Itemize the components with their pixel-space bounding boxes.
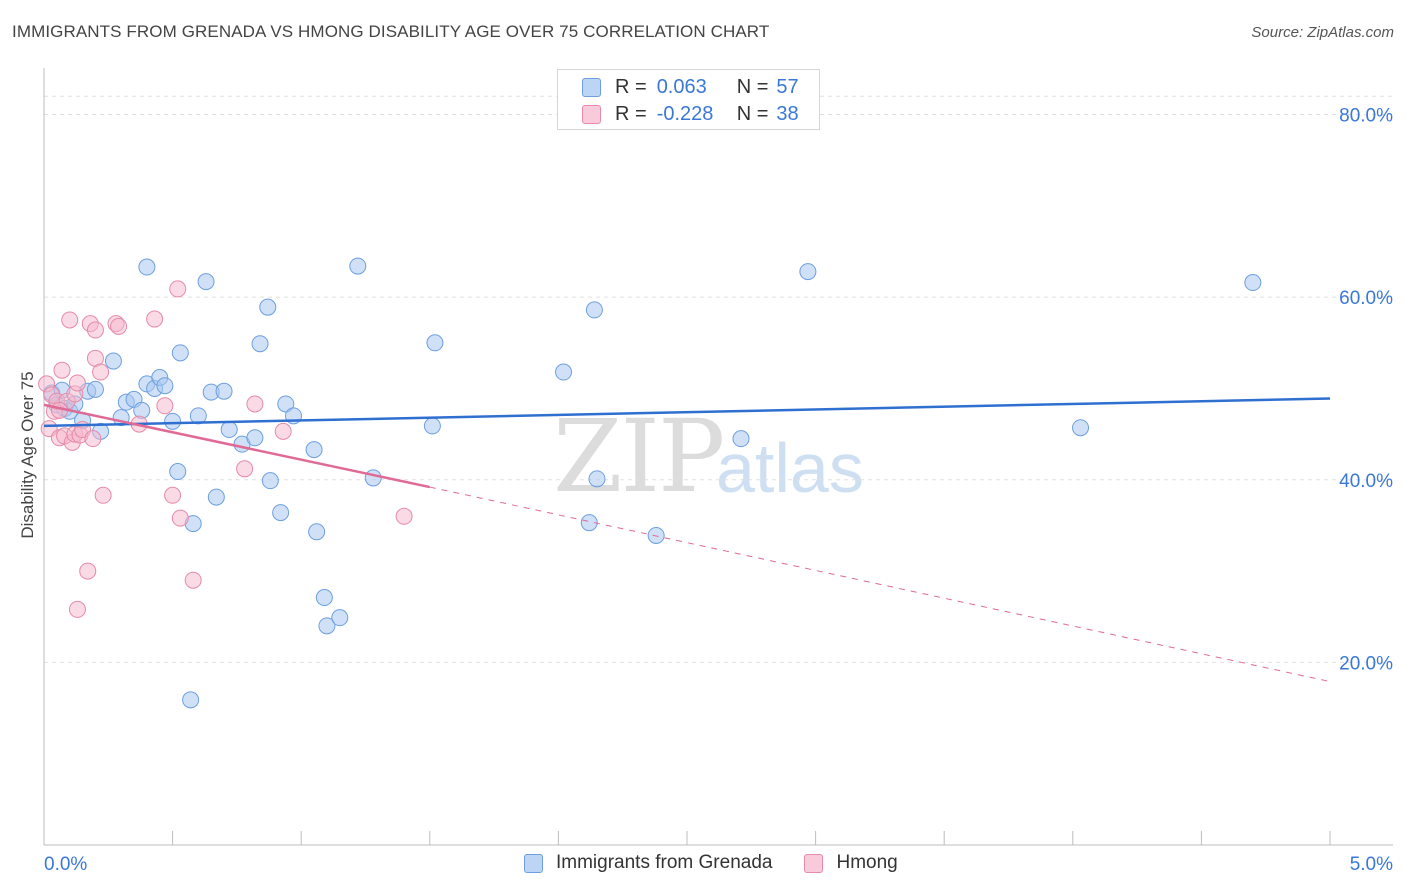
legend-row-hmong: R = -0.228 N = 38 [582,102,799,126]
legend-r-value: 0.063 [656,75,707,98]
grenada-point [555,363,573,381]
grenada-point [182,691,200,709]
grenada-point [246,429,264,447]
grenada-trend-line [43,397,1331,428]
grenada-point [799,263,817,281]
grenada-point [308,523,326,541]
legend-n-label: N = [736,102,769,125]
grenada-point [277,395,295,413]
hmong-point [53,361,71,379]
grenada-point [580,514,598,532]
hmong-point [395,507,413,525]
grenada-point [86,380,104,398]
hmong-point [246,395,264,413]
grenada-point [272,504,290,522]
legend-r-label: R = [615,102,647,125]
hmong-point [86,321,104,339]
grenada-point [156,377,174,395]
grenada-point [305,441,323,459]
grenada-point [331,609,349,627]
series-label-hmong: Hmong [836,852,898,873]
x-tick-label: 5.0% [1350,854,1393,875]
grenada-point [315,589,333,607]
legend-n-value: 57 [776,75,799,98]
hmong-point [164,486,182,504]
series-legend-grenada[interactable]: Immigrants from Grenada [524,852,772,874]
source-label: Source: [1251,24,1308,41]
x-tick-label: 0.0% [44,854,87,875]
hmong-point [274,422,292,440]
hmong-point [68,600,86,618]
grenada-point [1244,274,1262,292]
hmong-point [68,374,86,392]
legend-row-grenada: R = 0.063 N = 57 [582,75,799,99]
grenada-point [261,472,279,490]
grenada-point [588,470,606,488]
grenada-point [215,382,233,400]
grenada-point [585,301,603,319]
series-swatch-hmong [804,853,824,873]
hmong-point [61,311,79,329]
legend-n-label: N = [736,75,769,98]
series-legend: Immigrants from Grenada Hmong [524,852,898,874]
grenada-point [207,488,225,506]
hmong-point [236,460,254,478]
watermark-zip: ZIP [553,398,725,515]
y-tick-label: 20.0% [1339,653,1393,674]
grenada-point [104,352,122,370]
chart-title: IMMIGRANTS FROM GRENADA VS HMONG DISABIL… [12,22,770,41]
hmong-point [156,397,174,415]
grenada-point [220,421,238,439]
hmong-point [94,486,112,504]
grenada-point [171,344,189,362]
grenada-point [138,258,156,276]
hmong-point [79,562,97,580]
y-tick-label: 40.0% [1339,471,1393,492]
grenada-point [426,334,444,352]
source-site[interactable]: ZipAtlas.com [1307,24,1394,41]
grenada-point [197,273,215,291]
legend-swatch-hmong [582,104,601,124]
chart-source: Source: ZipAtlas.com [1251,24,1394,41]
hmong-trend-line [43,403,431,489]
grenada-point [364,469,382,487]
legend-n-value: 38 [776,102,799,125]
series-swatch-grenada [524,853,543,873]
hmong-point [171,509,189,527]
grenada-point [251,335,269,353]
legend-swatch-grenada [582,77,601,97]
hmong-point [110,317,128,335]
hmong-point [169,280,187,298]
series-label-grenada: Immigrants from Grenada [556,852,773,873]
y-tick-label: 80.0% [1339,106,1393,127]
hmong-point [184,571,202,589]
grenada-point [732,430,750,448]
hmong-point [92,363,110,381]
grenada-point [259,298,277,316]
y-axis-title: Disability Age Over 75 [18,371,37,538]
series-legend-hmong[interactable]: Hmong [804,852,898,874]
grenada-point [1072,419,1090,437]
grenada-point [423,417,441,435]
hmong-trend-extension [429,486,1331,683]
hmong-point [146,310,164,328]
grenada-point [318,617,336,635]
hmong-point [84,430,102,448]
correlation-legend: R = 0.063 N = 57 R = -0.228 N = 38 [557,69,820,130]
grenada-point [164,412,182,430]
legend-r-value: -0.228 [656,102,714,125]
y-tick-label: 60.0% [1339,288,1393,309]
grenada-point [349,257,367,275]
grenada-point [169,463,187,481]
legend-r-label: R = [615,75,647,98]
